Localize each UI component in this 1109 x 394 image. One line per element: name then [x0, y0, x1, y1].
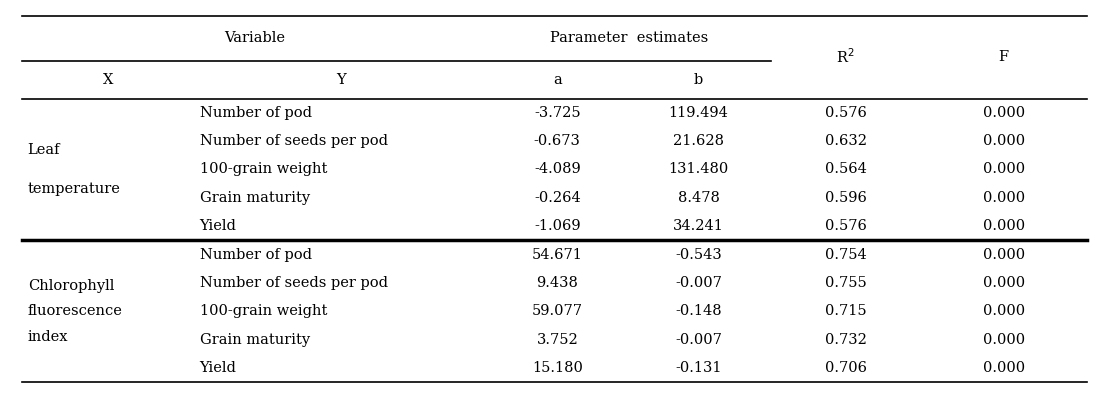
Text: R$^{2}$: R$^{2}$: [836, 48, 855, 67]
Text: Number of seeds per pod: Number of seeds per pod: [200, 276, 388, 290]
Text: -1.069: -1.069: [533, 219, 581, 233]
Text: 0.000: 0.000: [983, 219, 1025, 233]
Text: 0.000: 0.000: [983, 276, 1025, 290]
Text: Number of seeds per pod: Number of seeds per pod: [200, 134, 388, 148]
Text: Yield: Yield: [200, 219, 236, 233]
Text: 54.671: 54.671: [532, 247, 582, 262]
Text: -0.131: -0.131: [675, 361, 722, 375]
Text: 0.755: 0.755: [825, 276, 866, 290]
Text: 0.596: 0.596: [825, 191, 866, 205]
Text: -0.007: -0.007: [675, 333, 722, 347]
Text: 100-grain weight: 100-grain weight: [200, 162, 327, 177]
Text: -0.264: -0.264: [533, 191, 581, 205]
Text: F: F: [998, 50, 1009, 64]
Text: -0.007: -0.007: [675, 276, 722, 290]
Text: X: X: [103, 73, 113, 87]
Text: 9.438: 9.438: [537, 276, 578, 290]
Text: Variable: Variable: [224, 32, 286, 45]
Text: 59.077: 59.077: [532, 304, 582, 318]
Text: Number of pod: Number of pod: [200, 106, 312, 120]
Text: 0.000: 0.000: [983, 106, 1025, 120]
Text: -0.673: -0.673: [533, 134, 581, 148]
Text: 0.000: 0.000: [983, 304, 1025, 318]
Text: 0.632: 0.632: [825, 134, 866, 148]
Text: fluorescence: fluorescence: [28, 304, 123, 318]
Text: -0.543: -0.543: [675, 247, 722, 262]
Text: temperature: temperature: [28, 182, 121, 196]
Text: 0.706: 0.706: [825, 361, 866, 375]
Text: Yield: Yield: [200, 361, 236, 375]
Text: Chlorophyll: Chlorophyll: [28, 279, 114, 293]
Text: Y: Y: [336, 73, 346, 87]
Text: Grain maturity: Grain maturity: [200, 191, 309, 205]
Text: 119.494: 119.494: [669, 106, 729, 120]
Text: 34.241: 34.241: [673, 219, 724, 233]
Text: Number of pod: Number of pod: [200, 247, 312, 262]
Text: a: a: [553, 73, 561, 87]
Text: 0.564: 0.564: [825, 162, 866, 177]
Text: Parameter  estimates: Parameter estimates: [550, 32, 709, 45]
Text: 0.576: 0.576: [825, 219, 866, 233]
Text: 0.576: 0.576: [825, 106, 866, 120]
Text: -4.089: -4.089: [533, 162, 581, 177]
Text: 0.000: 0.000: [983, 162, 1025, 177]
Text: 21.628: 21.628: [673, 134, 724, 148]
Text: 8.478: 8.478: [678, 191, 720, 205]
Text: b: b: [694, 73, 703, 87]
Text: 0.732: 0.732: [825, 333, 866, 347]
Text: 0.715: 0.715: [825, 304, 866, 318]
Text: Leaf: Leaf: [28, 143, 60, 157]
Text: index: index: [28, 330, 69, 344]
Text: -3.725: -3.725: [533, 106, 581, 120]
Text: 0.000: 0.000: [983, 361, 1025, 375]
Text: 131.480: 131.480: [669, 162, 729, 177]
Text: 3.752: 3.752: [537, 333, 578, 347]
Text: -0.148: -0.148: [675, 304, 722, 318]
Text: 15.180: 15.180: [532, 361, 582, 375]
Text: 0.000: 0.000: [983, 191, 1025, 205]
Text: 0.000: 0.000: [983, 333, 1025, 347]
Text: 100-grain weight: 100-grain weight: [200, 304, 327, 318]
Text: 0.000: 0.000: [983, 134, 1025, 148]
Text: Grain maturity: Grain maturity: [200, 333, 309, 347]
Text: 0.000: 0.000: [983, 247, 1025, 262]
Text: 0.754: 0.754: [825, 247, 866, 262]
